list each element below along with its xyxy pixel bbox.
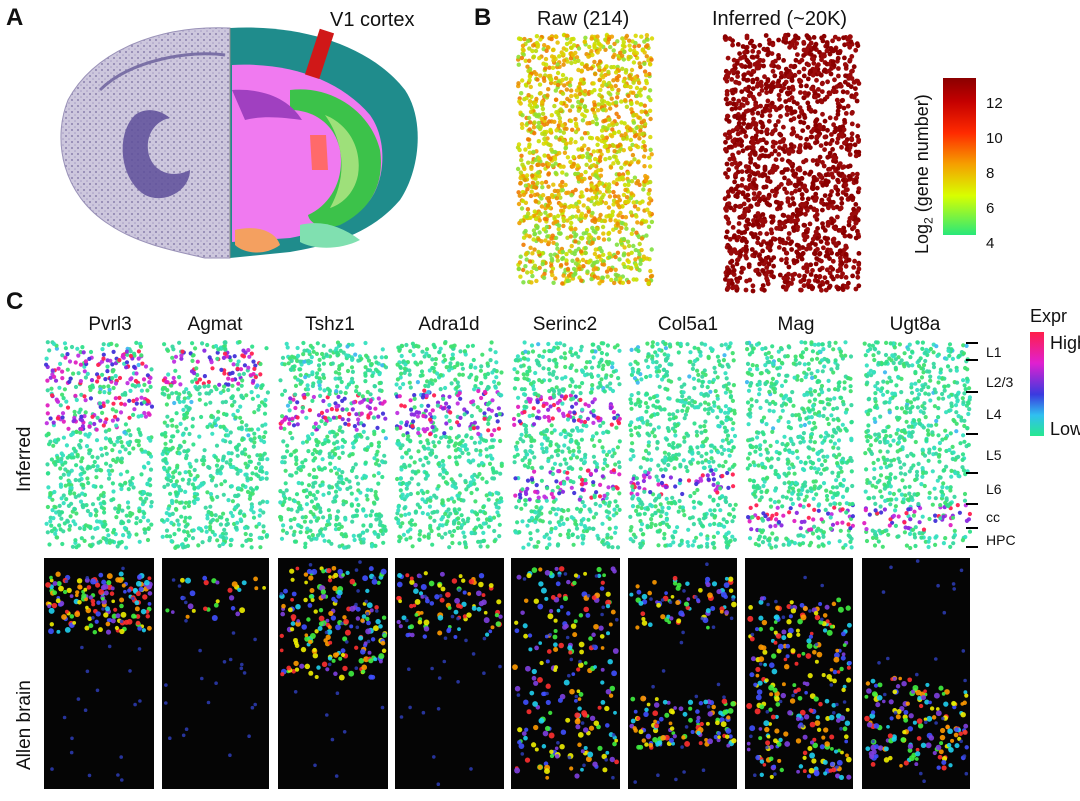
v1-cortex-label: V1 cortex [330,9,415,31]
gene-label-adra1d: Adra1d [418,314,480,335]
inferred-panel-ugt8a [862,340,972,550]
inferred-panel-serinc2 [512,340,622,550]
colorbar-tick: 6 [986,200,995,217]
allen-panel-adra1d [395,558,504,789]
allen-panel-tshz1 [278,558,388,789]
inferred-panel-tshz1 [278,340,388,550]
layer-label-l5: L5 [986,447,1002,463]
panel-c-letter: C [6,288,24,315]
inferred-scatter-plot [722,32,862,294]
expr-legend-low: Low [1050,419,1080,439]
allen-panel-col5a1 [628,558,737,789]
allen-panel-serinc2 [511,558,620,789]
layer-label-l23: L2/3 [986,374,1014,390]
inferred-panel-mag [745,340,855,550]
allen-panel-agmat [162,558,269,789]
raw-title: Raw (214) [537,8,630,30]
inferred-panel-adra1d [394,340,504,550]
layer-label-cc: cc [986,509,1000,525]
row-label-allen-brain: Allen brain [14,680,35,770]
gene-label-ugt8a: Ugt8a [889,314,941,335]
expr-colorbar [1030,332,1044,436]
panel-a-letter: A [6,4,24,31]
colorbar-label: Log2 (gene number) [912,94,936,254]
layer-label-l4: L4 [986,406,1002,422]
inferred-panel-col5a1 [628,340,738,550]
inferred-panel-pvrl3 [44,340,154,550]
gene-label-pvrl3: Pvrl3 [88,314,132,335]
row-label-inferred: Inferred [14,426,35,492]
inferred-title: Inferred (~20K) [712,8,848,30]
gene-label-tshz1: Tshz1 [305,314,355,335]
gene-label-serinc2: Serinc2 [532,314,598,335]
layer-label-l6: L6 [986,481,1002,497]
layer-tick-marks [966,342,978,548]
colorbar-tick: 10 [986,130,1003,147]
colorbar-tick: 12 [986,95,1003,112]
allen-panel-pvrl3 [44,558,154,789]
colorbar-ticks: 12 10 8 6 4 [986,86,1003,261]
colorbar-tick: 4 [986,235,995,252]
panel-b-letter: B [474,4,492,31]
layer-label-l1: L1 [986,344,1002,360]
gene-label-agmat: Agmat [187,314,243,335]
expr-legend-title: Expr [1030,306,1068,326]
gene-label-mag: Mag [777,314,815,335]
layer-label-hpc: HPC [986,532,1016,548]
raw-scatter-plot [515,32,655,287]
inferred-panel-agmat [160,340,270,550]
brain-section-illustration [60,27,418,259]
gene-label-col5a1: Col5a1 [657,314,719,335]
colorbar-tick: 8 [986,165,995,182]
allen-panel-mag [745,558,853,789]
allen-panel-ugt8a [862,558,970,789]
expr-legend-high: High [1050,333,1080,353]
log2-colorbar [943,78,976,235]
